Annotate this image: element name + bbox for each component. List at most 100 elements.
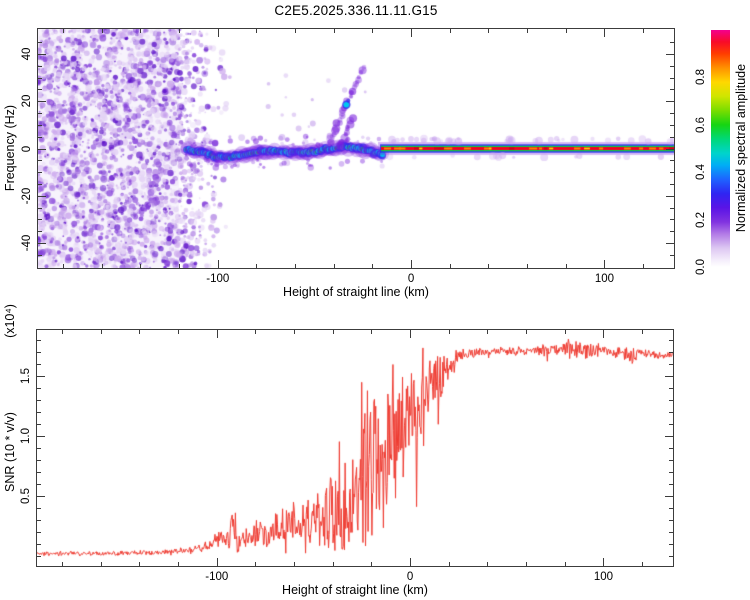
axis-tick <box>666 53 674 55</box>
axis-tick <box>62 330 64 334</box>
x-tick-label: 100 <box>594 273 614 285</box>
axis-tick <box>332 562 334 566</box>
axis-tick <box>37 339 41 341</box>
axis-tick <box>410 330 412 338</box>
y-tick-label: 1.0 <box>20 427 32 444</box>
axis-tick <box>670 160 674 162</box>
axis-tick <box>410 558 412 566</box>
axis-tick <box>449 29 451 33</box>
axis-tick <box>179 264 181 268</box>
axis-tick <box>38 172 42 174</box>
axis-tick <box>38 89 42 91</box>
axis-tick <box>527 29 529 33</box>
axis-tick <box>665 496 673 498</box>
spectrogram-xlabel: Height of straight line (km) <box>283 285 429 299</box>
axis-tick <box>604 29 606 37</box>
snr-xlabel: Height of straight line (km) <box>282 583 428 597</box>
axis-tick <box>643 264 645 268</box>
axis-tick <box>256 264 258 268</box>
axis-tick <box>372 264 374 268</box>
axis-tick <box>448 330 450 334</box>
axis-tick <box>669 387 673 389</box>
axis-tick <box>216 558 218 566</box>
axis-tick <box>38 136 42 138</box>
colorbar-tick-label: 0.6 <box>695 116 707 133</box>
axis-tick <box>256 29 258 33</box>
axis-tick <box>100 330 102 334</box>
axis-tick <box>670 231 674 233</box>
axis-tick <box>294 330 296 334</box>
axis-tick <box>216 330 218 338</box>
axis-tick <box>38 183 42 185</box>
axis-tick <box>670 254 674 256</box>
figure-title: C2E5.2025.336.11.11.G15 <box>274 3 438 18</box>
axis-tick <box>670 77 674 79</box>
axis-tick <box>669 399 673 401</box>
colorbar-tick-label: 0.2 <box>695 211 707 228</box>
axis-tick <box>669 339 673 341</box>
x-tick-label: 100 <box>593 571 613 583</box>
axis-tick <box>670 172 674 174</box>
y-tick-label: -20 <box>21 187 33 205</box>
axis-tick <box>38 101 46 103</box>
axis-tick <box>372 29 374 33</box>
y-tick-label: 1.5 <box>20 367 32 384</box>
axis-tick <box>669 460 673 461</box>
axis-tick <box>669 508 673 510</box>
axis-tick <box>37 363 41 365</box>
axis-tick <box>38 160 42 162</box>
axis-tick <box>642 562 644 566</box>
axis-tick <box>642 330 644 334</box>
axis-tick <box>669 484 673 485</box>
axis-tick <box>487 562 489 566</box>
axis-tick <box>669 423 673 425</box>
axis-tick <box>101 29 103 33</box>
axis-tick <box>38 195 46 197</box>
y-tick-label: 20 <box>21 94 33 108</box>
axis-tick <box>603 330 605 338</box>
axis-tick <box>670 65 674 67</box>
axis-tick <box>217 29 219 37</box>
axis-tick <box>449 264 451 268</box>
axis-tick <box>37 387 41 389</box>
axis-tick <box>527 264 529 268</box>
axis-tick <box>665 435 673 437</box>
axis-tick <box>411 29 413 37</box>
spectrogram-ylabel: Frequency (Hz) <box>3 104 17 192</box>
axis-tick <box>670 124 674 126</box>
axis-tick <box>37 423 41 425</box>
axis-tick <box>669 351 673 353</box>
axis-tick <box>38 53 46 55</box>
axis-tick <box>333 264 335 268</box>
axis-tick <box>603 558 605 566</box>
axis-tick <box>37 351 41 353</box>
axis-tick <box>37 399 41 401</box>
x-tick-label: 0 <box>407 273 415 285</box>
axis-tick <box>665 375 673 377</box>
axis-tick <box>526 562 528 566</box>
axis-tick <box>38 219 42 221</box>
axis-tick <box>37 484 41 485</box>
axis-tick <box>670 207 674 209</box>
axis-tick <box>38 124 42 126</box>
axis-tick <box>178 330 180 334</box>
axis-tick <box>37 496 45 498</box>
axis-tick <box>37 556 41 558</box>
axis-tick <box>217 260 219 268</box>
axis-tick <box>487 330 489 334</box>
x-tick-label: -100 <box>205 571 229 583</box>
axis-tick <box>63 264 65 268</box>
axis-tick <box>100 562 102 566</box>
axis-tick <box>371 330 373 334</box>
axis-tick <box>670 183 674 185</box>
axis-tick <box>666 243 674 245</box>
axis-tick <box>448 562 450 566</box>
axis-tick <box>488 264 490 268</box>
axis-tick <box>38 113 42 114</box>
axis-tick <box>643 29 645 33</box>
axis-tick <box>140 264 142 268</box>
colorbar-label: Normalized spectral amplitude <box>734 63 748 233</box>
axis-tick <box>37 411 41 413</box>
y-tick-label: 0.5 <box>20 488 32 505</box>
